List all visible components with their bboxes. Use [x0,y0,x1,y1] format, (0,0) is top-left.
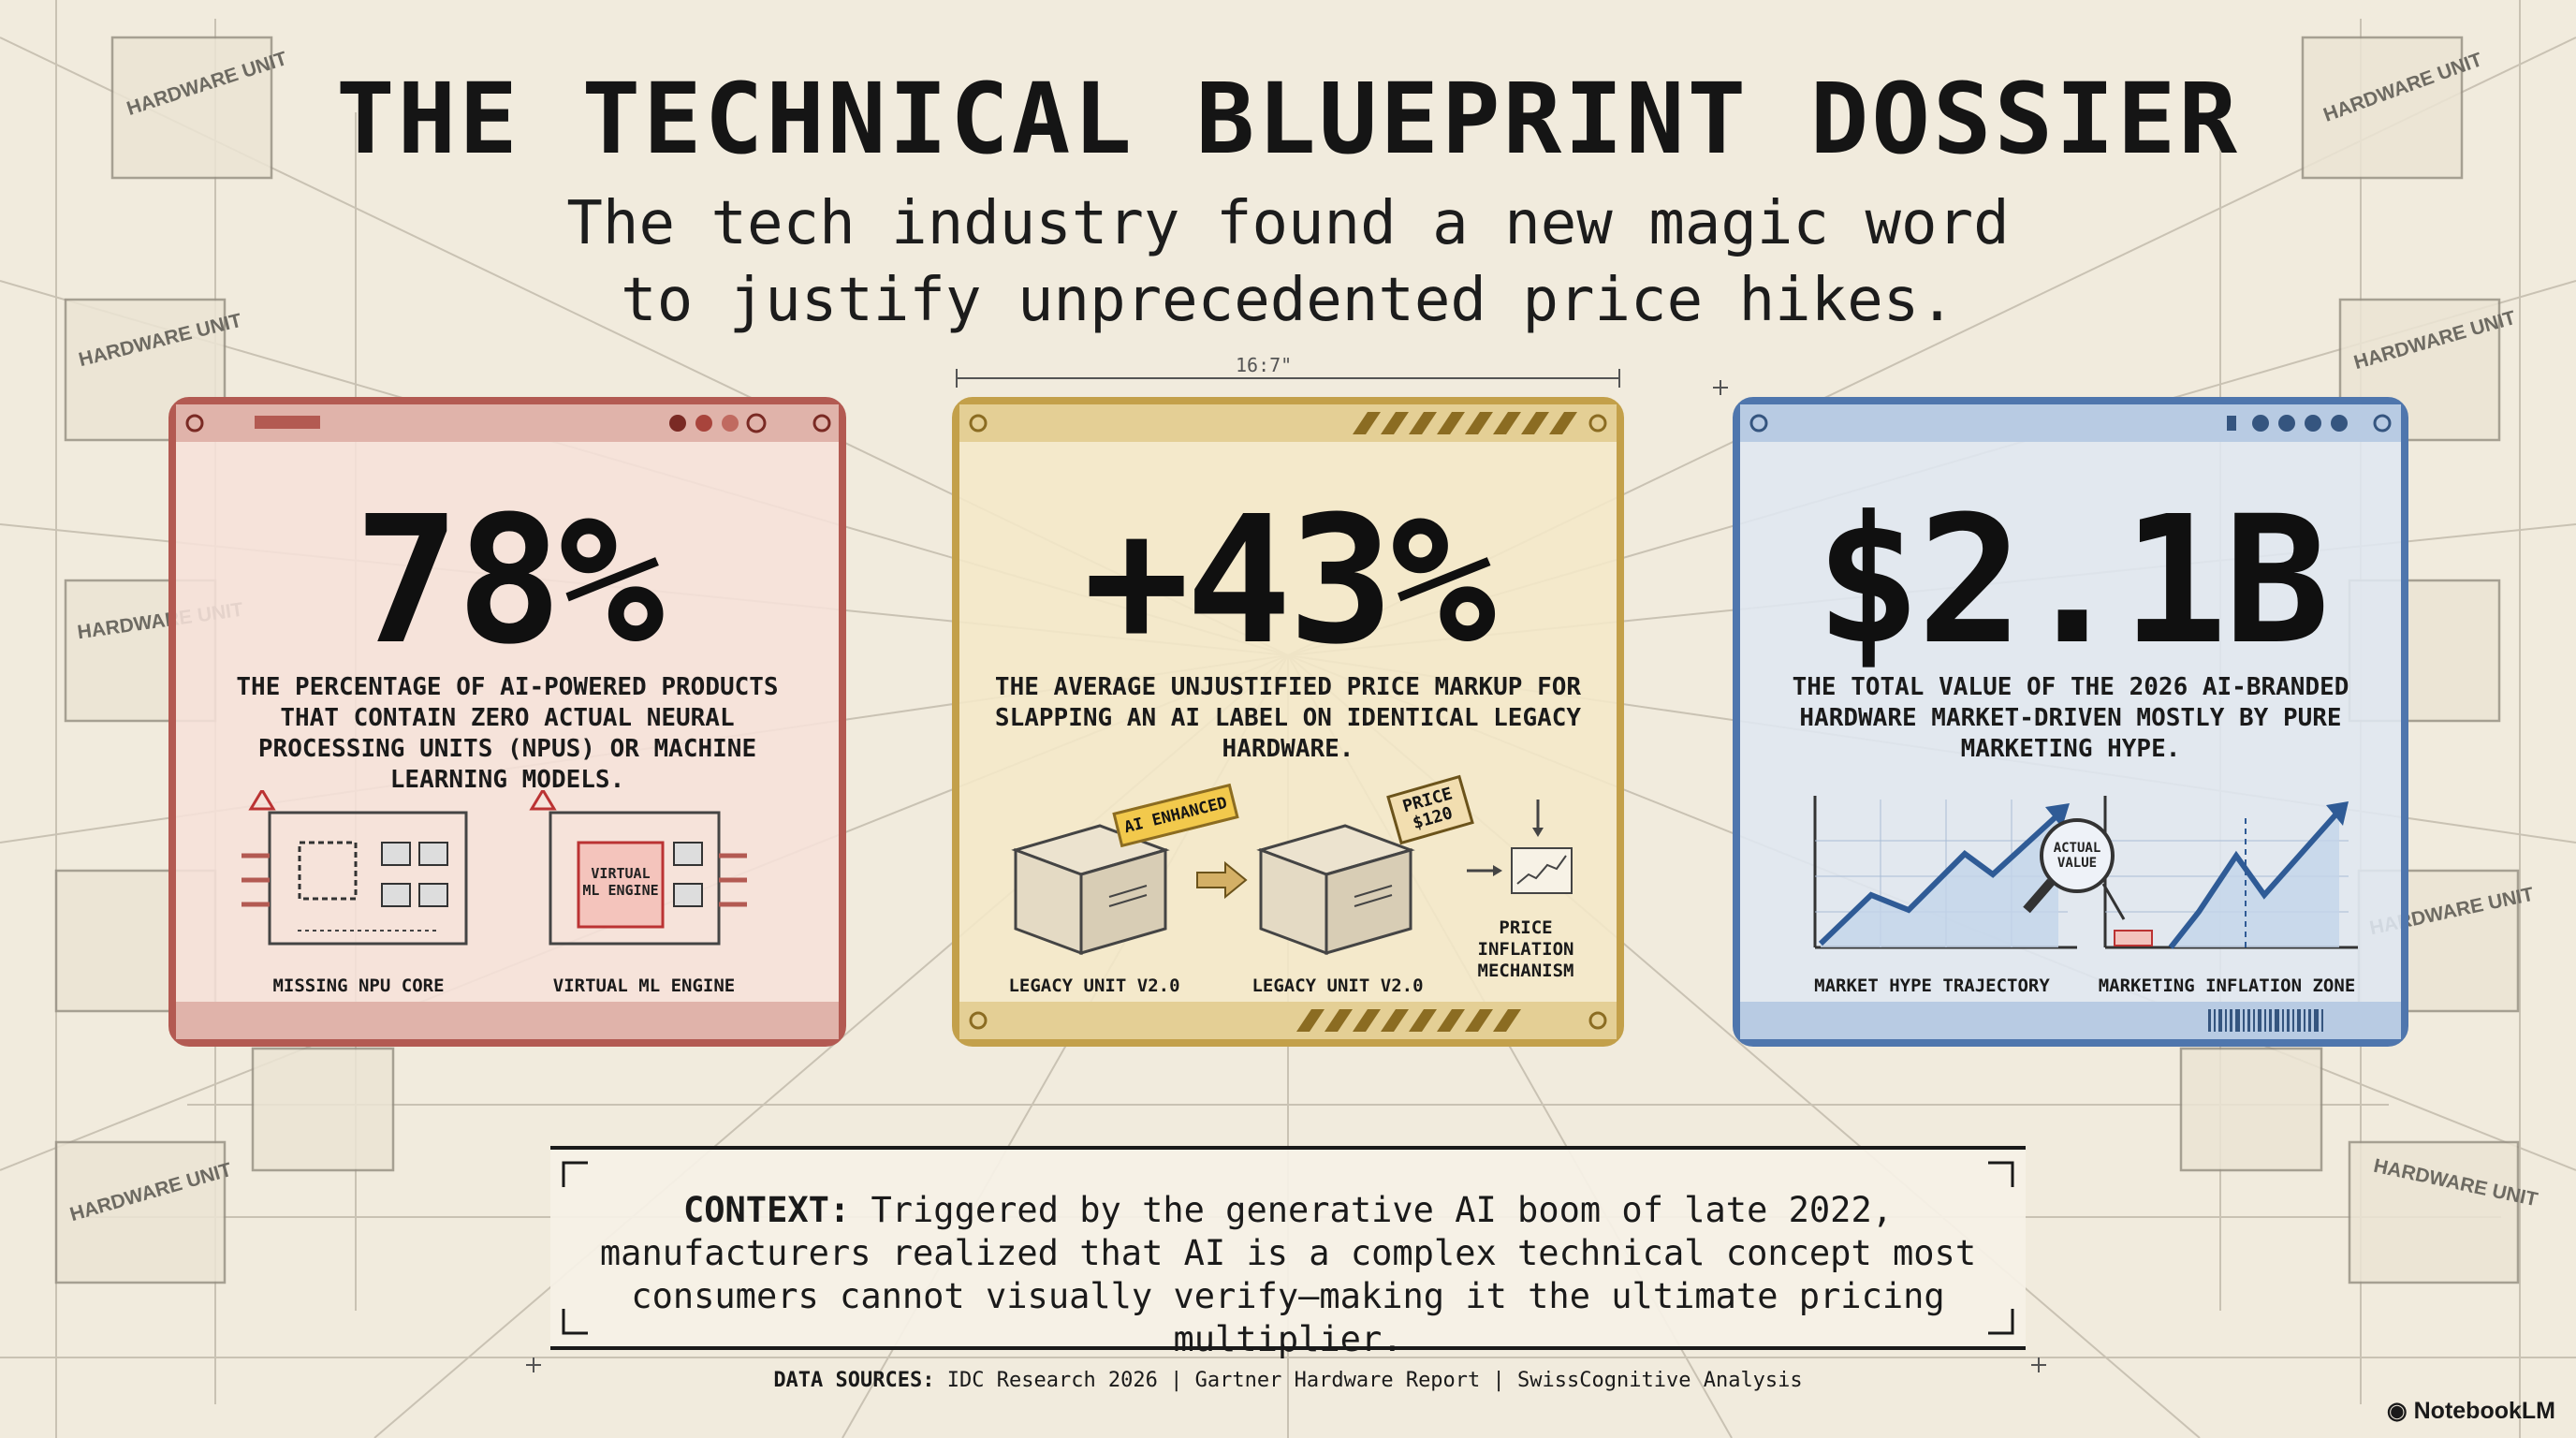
caption-price-inflation-mechanism: PRICE INFLATION MECHANISM [1477,917,1574,981]
stat-value: 78% [354,478,665,683]
subtitle-line-1: The tech industry found a new magic word [566,189,2010,258]
context-text: CONTEXT: Triggered by the generative AI … [578,1189,1998,1361]
stat-value: $2.1B [1815,478,2330,683]
caption-marketing-inflation-zone: MARKETING INFLATION ZONE [2098,976,2356,996]
stat-description: The total value of the 2026 AI-branded h… [1792,673,2349,763]
market-hype-chart-illustration [1813,796,2358,949]
hazard-stripes [969,1009,1607,1032]
hazard-stripes [969,412,1607,434]
virtual-ml-engine-illustration [529,790,747,946]
price-inflation-chart-icon [1467,800,1573,894]
price-tag-box-illustration [1256,824,1415,956]
arrow-icon [1196,861,1248,899]
stat-card-market-value: $2.1B The total value of the 2026 AI-bra… [1733,397,2408,1047]
stat-card-markup: +43% The average unjustified price marku… [952,397,1624,1047]
caption-missing-npu-core: MISSING NPU CORE [272,976,445,996]
card-indicator-lights [1749,414,2392,433]
stat-card-npu: 78% The percentage of AI-powered product… [168,397,846,1047]
caption-legacy-unit-price: LEGACY UNIT V2.0 [1251,976,1424,996]
card-indicator-lights [185,413,831,433]
card-bottombar [1740,1002,2401,1039]
actual-value-magnifier-label: ACTUAL VALUE [2053,841,2101,871]
data-sources: DATA SOURCES: IDC Research 2026 | Gartne… [0,1369,2576,1392]
context-box: CONTEXT: Triggered by the generative AI … [550,1146,2026,1359]
virtual-ml-engine-chip-label: VIRTUAL ML ENGINE [582,865,659,899]
missing-npu-core-illustration [242,790,468,946]
page-subtitle: The tech industry found a new magic word… [0,185,2576,339]
stat-description: The percentage of AI-powered products th… [236,673,779,794]
stat-description: The average unjustified price markup for… [994,673,1582,763]
barcode-icon [2208,1009,2323,1032]
context-body: Triggered by the generative AI boom of l… [599,1190,1977,1359]
subtitle-line-2: to justify unprecedented price hikes. [621,266,1955,335]
ai-enhanced-box-illustration [1011,824,1170,956]
caption-legacy-unit-ai: LEGACY UNIT V2.0 [1008,976,1180,996]
page-title: THE TECHNICAL BLUEPRINT DOSSIER [335,62,2240,176]
brand-watermark: ◉ NotebookLM [2387,1397,2555,1425]
data-sources-text: IDC Research 2026 | Gartner Hardware Rep… [946,1369,1803,1392]
card-bottombar [176,1002,839,1039]
notebooklm-logo-icon: ◉ [2386,1398,2408,1424]
context-label: CONTEXT: [682,1190,851,1230]
context-bracket-corners [562,1161,2014,1335]
stat-value: +43% [1083,478,1497,683]
caption-virtual-ml-engine: VIRTUAL ML ENGINE [552,976,736,996]
brand-name: NotebookLM [2413,1398,2555,1424]
data-sources-label: DATA SOURCES: [773,1369,935,1392]
caption-market-hype-trajectory: MARKET HYPE TRAJECTORY [1814,976,2050,996]
dimension-label: 16:7" [1236,354,1293,376]
